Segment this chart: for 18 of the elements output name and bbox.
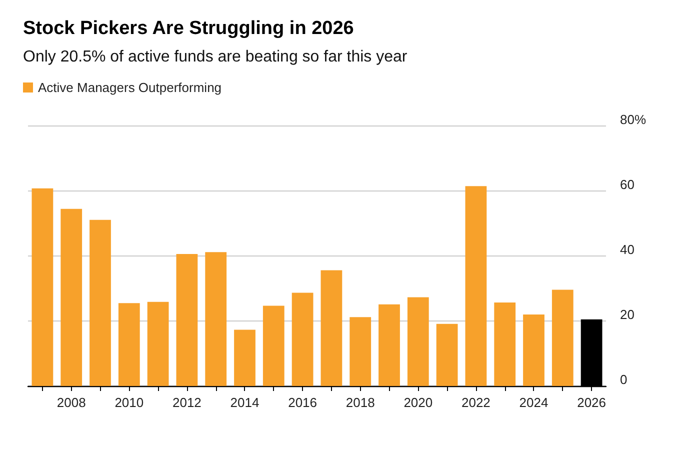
y-tick-label: 40 xyxy=(620,242,634,257)
legend-label: Active Managers Outperforming xyxy=(38,80,222,95)
y-tick-label: 0 xyxy=(620,372,628,387)
chart-subtitle: Only 20.5% of active funds are beating so far this year xyxy=(23,48,408,66)
x-tick-label: 2018 xyxy=(346,395,375,410)
y-tick-label: 80% xyxy=(620,112,646,127)
chart-title: Stock Pickers Are Struggling in 2026 xyxy=(23,18,354,39)
x-tick-label: 2024 xyxy=(519,395,548,410)
x-tick-label: 2010 xyxy=(114,395,144,410)
x-tick-label: 2008 xyxy=(56,395,86,410)
x-tick-label: 2012 xyxy=(172,395,202,410)
x-tick-label: 2026 xyxy=(577,395,606,410)
x-tick-label: 2022 xyxy=(461,395,490,410)
x-tick-label: 2016 xyxy=(288,395,318,410)
x-tick-label: 2014 xyxy=(230,395,260,410)
y-tick-label: 20 xyxy=(620,307,634,322)
y-tick-label: 60 xyxy=(620,177,634,192)
x-tick-label: 2020 xyxy=(404,395,433,410)
